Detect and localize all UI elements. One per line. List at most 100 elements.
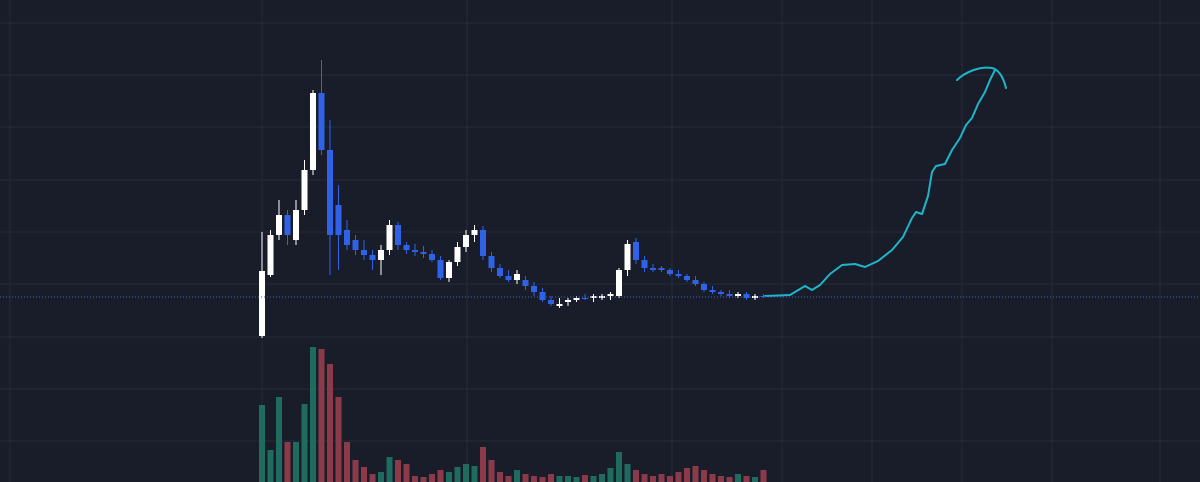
volume-bar xyxy=(726,477,733,482)
volume-bar xyxy=(735,474,741,482)
volume-bar xyxy=(429,474,435,482)
candle-body xyxy=(463,235,469,247)
candle-body xyxy=(301,170,308,210)
candle-body xyxy=(259,271,265,336)
volume-bar xyxy=(488,460,495,482)
volume-bar xyxy=(420,477,427,482)
candle-body xyxy=(565,300,571,302)
volume-bar xyxy=(590,476,597,482)
volume-bar xyxy=(471,466,478,482)
candle-body xyxy=(267,235,274,275)
volume-bar xyxy=(378,472,384,482)
volume-bar xyxy=(301,404,308,482)
candle-body xyxy=(548,300,554,304)
candle-body xyxy=(675,274,682,276)
candle-body xyxy=(582,298,588,299)
volume-bar xyxy=(675,472,682,482)
volume-bar xyxy=(361,467,367,482)
volume-bar xyxy=(633,470,639,482)
volume-bar xyxy=(386,457,393,482)
candle-body xyxy=(284,215,291,235)
volume-bar xyxy=(497,472,503,482)
volume-bar xyxy=(505,476,512,482)
volume-bar xyxy=(446,472,452,482)
volume-bar xyxy=(641,474,648,482)
candle-body xyxy=(752,296,758,298)
volume-bar xyxy=(684,468,690,482)
volume-bar xyxy=(531,476,537,482)
volume-bar xyxy=(760,470,767,482)
candle-body xyxy=(556,304,563,306)
candle-body xyxy=(480,230,486,256)
candle-body xyxy=(310,93,316,170)
volume-bar xyxy=(395,460,401,482)
candle-body xyxy=(276,215,282,235)
candle-body xyxy=(412,250,418,252)
candle-body xyxy=(429,254,435,260)
volume-bar xyxy=(335,397,342,482)
volume-bar xyxy=(667,476,673,482)
volume-bar xyxy=(267,450,274,482)
candle-body xyxy=(641,260,648,268)
drawing xyxy=(764,66,1007,297)
candle-body xyxy=(667,270,673,274)
candle-body xyxy=(437,260,444,278)
candle-body xyxy=(395,225,401,245)
volume-bar xyxy=(692,466,699,482)
volume-bar xyxy=(310,347,316,482)
candle-body xyxy=(403,245,410,250)
candle-body xyxy=(522,280,529,286)
candle-body xyxy=(361,250,367,255)
candle-body xyxy=(344,230,350,245)
volume-bar xyxy=(352,460,359,482)
candle-body xyxy=(573,298,580,300)
volume-bar xyxy=(412,476,418,482)
candle-body xyxy=(327,150,333,235)
volume-bar xyxy=(709,474,716,482)
volume-bar xyxy=(607,468,614,482)
volume-bar xyxy=(548,474,554,482)
candle-body xyxy=(633,242,639,260)
candle-body xyxy=(658,268,665,270)
candle-body xyxy=(599,296,605,298)
volume-bar xyxy=(701,470,707,482)
candle-body xyxy=(488,256,495,268)
volume-bar xyxy=(718,476,724,482)
volume-bar xyxy=(565,476,571,482)
candle-body xyxy=(471,230,478,235)
volume-bar xyxy=(752,477,758,482)
candle-body xyxy=(539,292,546,300)
volume-bar xyxy=(276,397,282,482)
candle-body xyxy=(352,240,359,250)
volume-bar xyxy=(582,475,588,482)
candle-body xyxy=(386,225,393,250)
candle-body xyxy=(369,255,376,260)
candle-body xyxy=(709,290,716,292)
candle-body xyxy=(454,247,461,262)
volume-bar xyxy=(284,442,291,482)
volume-bar xyxy=(480,447,486,482)
volume-bar xyxy=(556,476,563,482)
volume-bar xyxy=(650,476,656,482)
candle-body xyxy=(420,252,427,254)
volume-bar xyxy=(463,464,469,482)
candle-body xyxy=(692,280,699,284)
volume-bar xyxy=(743,476,750,482)
volume-bar xyxy=(658,474,665,482)
candle-body xyxy=(743,294,750,298)
candle-body xyxy=(590,296,597,298)
volume-bar xyxy=(539,477,546,482)
candle-body xyxy=(760,296,767,297)
volume-bar xyxy=(624,464,631,482)
candle-body xyxy=(607,294,614,296)
volume-bar xyxy=(369,474,376,482)
candle-body xyxy=(616,270,622,296)
candle-body xyxy=(701,284,707,290)
volume-bar xyxy=(514,470,520,482)
volume-bar xyxy=(573,477,580,482)
candle-body xyxy=(514,274,520,280)
volume-bar xyxy=(616,452,622,482)
trend-drawing xyxy=(764,69,996,297)
